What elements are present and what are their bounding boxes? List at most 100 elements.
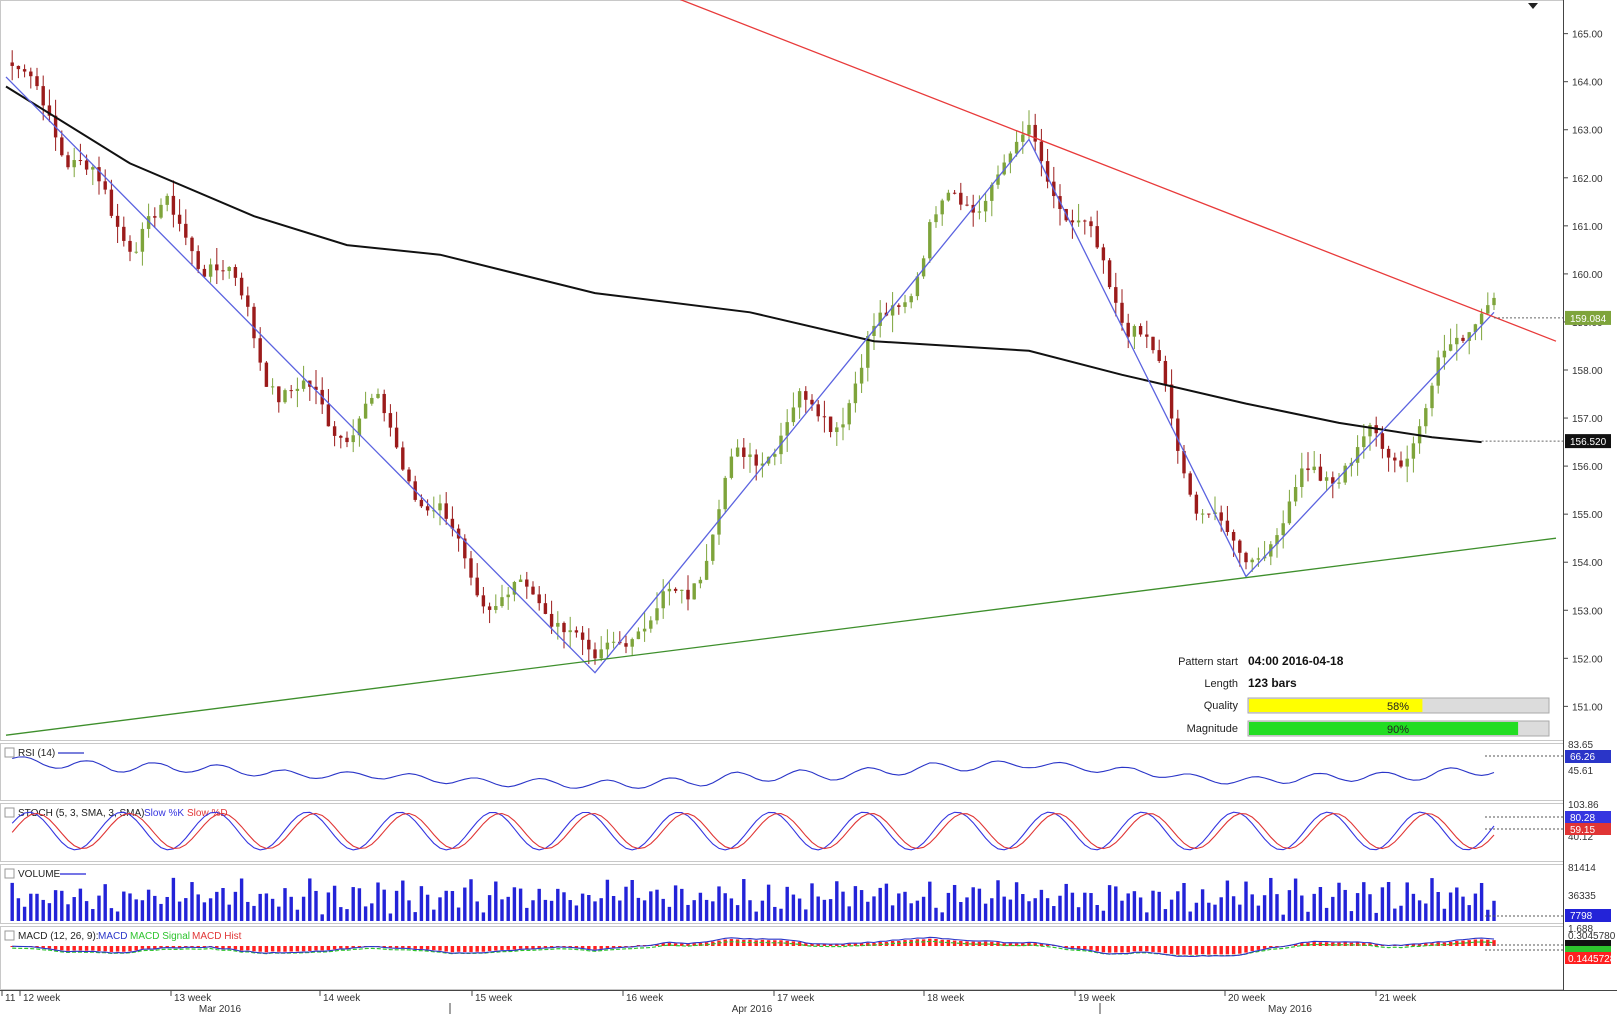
volume-bar	[649, 891, 653, 921]
volume-bar	[1486, 909, 1490, 921]
volume-bar	[1275, 894, 1279, 921]
candle-body	[915, 276, 920, 297]
volume-bar	[1250, 894, 1254, 921]
candle-body	[698, 579, 703, 584]
volume-bar	[773, 906, 777, 921]
ma-price-tag-box	[1565, 434, 1611, 449]
macd-hist-bar	[1207, 946, 1211, 955]
volume-bar	[878, 887, 882, 921]
candle-body	[289, 390, 293, 392]
volume-bar	[16, 898, 21, 921]
candle-body	[760, 463, 765, 466]
volume-bar	[1442, 908, 1447, 921]
volume-bar	[1467, 905, 1471, 921]
candle-body	[835, 427, 839, 433]
week-label: 19 week	[1078, 993, 1116, 1004]
candle-body	[1380, 433, 1385, 449]
candle-body	[382, 393, 386, 414]
macd-hist-bar	[407, 946, 411, 949]
stoch-panel-toggle-icon[interactable]	[4, 807, 15, 818]
candle-body	[1411, 443, 1416, 459]
macd-panel-toggle-icon[interactable]	[4, 930, 15, 941]
month-label: May 2016	[1268, 1004, 1312, 1014]
candle-body	[686, 589, 690, 600]
volume-bar	[1479, 882, 1484, 921]
candle-body	[804, 391, 808, 400]
scroll-down-icon[interactable]	[1528, 3, 1538, 9]
macd-hist-bar	[1033, 943, 1037, 946]
volume-bar	[1256, 905, 1261, 921]
candle-body	[928, 222, 932, 259]
candle-body	[47, 105, 52, 116]
stoch-tick-top: 103.86	[1568, 800, 1599, 811]
volume-bar	[549, 900, 554, 921]
volume-bar	[853, 886, 858, 921]
volume-bar	[996, 880, 1000, 921]
macd-hist-bar	[122, 946, 126, 952]
volume-bar	[593, 901, 597, 921]
volume-bar	[748, 900, 752, 921]
macd-hist-bar	[177, 946, 182, 948]
week-label: 16 week	[626, 993, 664, 1004]
macd-hist-bar	[1194, 946, 1199, 955]
price-tick-label: 163.00	[1572, 126, 1603, 137]
macd-hist-bar	[1486, 939, 1490, 946]
volume-bar	[407, 900, 411, 921]
macd-hist-bar	[153, 946, 157, 949]
candle-body	[667, 588, 672, 592]
macd-hist-bar	[295, 946, 300, 952]
macd-hist-bar	[494, 946, 498, 951]
macd-hist-bar	[804, 943, 808, 946]
quality-bar-fill	[1249, 699, 1423, 712]
macd-hist-bar	[221, 946, 225, 949]
candle-body	[1126, 322, 1130, 337]
candlestick-series	[10, 50, 1496, 665]
volume-bar	[1002, 896, 1006, 921]
macd-hist-bar	[810, 944, 814, 946]
volume-bar	[270, 898, 275, 921]
macd-hist-bar	[580, 946, 585, 949]
volume-bar	[543, 899, 548, 921]
volume-bar	[494, 881, 498, 921]
macd-hist-bar	[456, 946, 461, 952]
volume-bar	[1312, 893, 1316, 921]
time-axis: 11 12 week 13 week 14 week 15 week 16 week 17 …	[1, 990, 1417, 1014]
macd-hist-bar	[1393, 945, 1397, 946]
candle-body	[1244, 552, 1248, 563]
candle-body	[1002, 162, 1006, 175]
rsi-panel-toggle-icon[interactable]	[4, 747, 15, 758]
volume-bar	[363, 906, 368, 921]
volume-panel-toggle-icon[interactable]	[4, 868, 15, 879]
candle-body	[580, 632, 585, 640]
candle-body	[1479, 313, 1484, 325]
volume-bar	[1337, 882, 1341, 921]
volume-bar	[295, 909, 300, 921]
volume-bar	[1448, 892, 1453, 921]
volume-bar	[890, 905, 895, 921]
volume-bar	[72, 897, 76, 921]
candle-body	[872, 325, 876, 336]
macd-hist-bar	[1448, 941, 1453, 946]
volume-bar	[884, 883, 889, 921]
volume-bar	[165, 896, 169, 921]
candle-body	[277, 386, 281, 403]
price-tick-label: 151.00	[1572, 702, 1603, 713]
volume-bar	[580, 893, 585, 921]
volume-bar	[66, 904, 70, 921]
macd-hist-bar	[413, 946, 417, 949]
volume-bar	[859, 890, 864, 921]
volume-bar	[835, 881, 839, 921]
macd-signal-label: MACD Signal	[130, 931, 190, 942]
candle-body	[72, 160, 76, 168]
macd-hist-bar	[382, 946, 386, 948]
volume-bar	[673, 885, 678, 921]
volume-bar	[258, 893, 262, 921]
macd-hist-bar	[915, 939, 920, 946]
volume-bar	[1169, 899, 1174, 921]
volume-bar	[1269, 877, 1273, 921]
volume-bar	[704, 899, 709, 921]
volume-bar	[742, 879, 746, 921]
macd-hist-bar	[1163, 946, 1168, 954]
candle-body	[630, 639, 634, 647]
